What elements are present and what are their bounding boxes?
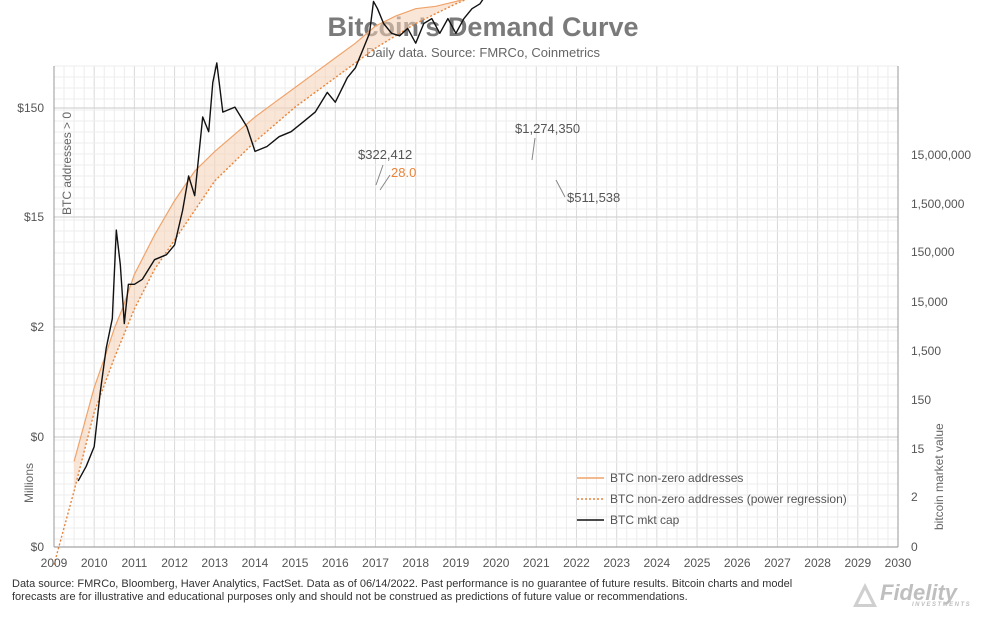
- x-tick-label: 2025: [684, 556, 711, 570]
- series-line-power-regression: [53, 0, 467, 565]
- y-left-tick-label: $15: [24, 210, 44, 224]
- annotation-leader: [555, 179, 566, 198]
- x-tick-label: 2026: [724, 556, 751, 570]
- logo-wordmark: Fidelity: [880, 580, 958, 605]
- y-left-tick-label: $2: [31, 320, 45, 334]
- y-right-axis-label: bitcoin market value: [932, 423, 946, 530]
- x-tick-label: 2030: [885, 556, 912, 570]
- y-right-tick-label: 1,500,000: [911, 197, 965, 211]
- y-right-tick-label: 15: [911, 442, 925, 456]
- x-tick-label: 2015: [282, 556, 309, 570]
- annotation-label: $511,538: [567, 190, 620, 205]
- x-tick-label: 2020: [483, 556, 510, 570]
- legend-label: BTC mkt cap: [610, 513, 680, 527]
- legend-label: BTC non-zero addresses: [610, 471, 743, 485]
- y-right-tick-label: 2: [911, 490, 918, 504]
- x-tick-label: 2024: [644, 556, 671, 570]
- x-tick-label: 2010: [81, 556, 108, 570]
- fidelity-pyramid-icon: [853, 583, 877, 607]
- tick-labels: 2009 2010 2011 2012 2013 2014 2015 2016 2017 2018…: [17, 101, 971, 570]
- addresses-band: [74, 0, 465, 491]
- x-tick-label: 2009: [41, 556, 68, 570]
- x-tick-label: 2013: [201, 556, 228, 570]
- footnote: Data source: FMRCo, Bloomberg, Haver Ana…: [12, 578, 793, 603]
- y-right-tick-label: 1,500: [911, 344, 941, 358]
- y-right-tick-label: 15,000,000: [911, 148, 971, 162]
- legend-label: BTC non-zero addresses (power regression…: [610, 492, 847, 506]
- annotation-leader: [531, 137, 536, 161]
- x-tick-label: 2023: [603, 556, 630, 570]
- x-tick-label: 2012: [161, 556, 188, 570]
- x-tick-label: 2018: [402, 556, 429, 570]
- logo-tagline: INVESTMENTS: [912, 602, 972, 608]
- band-area: [74, 0, 465, 491]
- x-tick-label: 2027: [764, 556, 791, 570]
- y-left-axis-label-bottom: Millions: [22, 463, 36, 503]
- x-tick-label: 2017: [362, 556, 389, 570]
- y-left-tick-label: $0: [31, 540, 45, 554]
- x-tick-label: 2019: [443, 556, 470, 570]
- series-line-mkt-cap: [77, 0, 484, 482]
- series-lines: [53, 0, 484, 565]
- legend: BTC non-zero addresses BTC non-zero addre…: [577, 471, 847, 527]
- annotation-leader: [375, 164, 384, 186]
- y-right-tick-label: 0: [911, 540, 918, 554]
- x-tick-label: 2014: [242, 556, 269, 570]
- y-left-axis-label: BTC addresses > 0: [60, 112, 74, 215]
- y-left-tick-label: $150: [17, 101, 44, 115]
- annotations: $322,412 28.0 $1,274,350 $511,538: [358, 121, 620, 205]
- annotation-label: $1,274,350: [515, 121, 580, 136]
- x-tick-label: 2021: [523, 556, 550, 570]
- x-tick-label: 2028: [804, 556, 831, 570]
- y-right-tick-label: 150,000: [911, 245, 955, 259]
- chart-svg: 2009 2010 2011 2012 2013 2014 2015 2016 2017 2018…: [17, 0, 971, 570]
- y-left-tick-label: $0: [31, 430, 45, 444]
- y-right-tick-label: 150: [911, 393, 931, 407]
- annotation-label: 28.0: [391, 165, 416, 180]
- annotation-leader: [379, 174, 391, 191]
- y-right-tick-label: 15,000: [911, 295, 948, 309]
- x-tick-label: 2016: [322, 556, 349, 570]
- x-tick-label: 2029: [844, 556, 871, 570]
- fidelity-logo: Fidelity INVESTMENTS: [852, 580, 992, 610]
- axes: [53, 66, 899, 548]
- chart-subtitle: Daily data. Source: FMRCo, Coinmetrics: [365, 45, 601, 60]
- grid: [53, 65, 899, 548]
- annotation-label: $322,412: [358, 147, 412, 162]
- x-tick-label: 2011: [121, 556, 147, 570]
- x-tick-label: 2022: [563, 556, 590, 570]
